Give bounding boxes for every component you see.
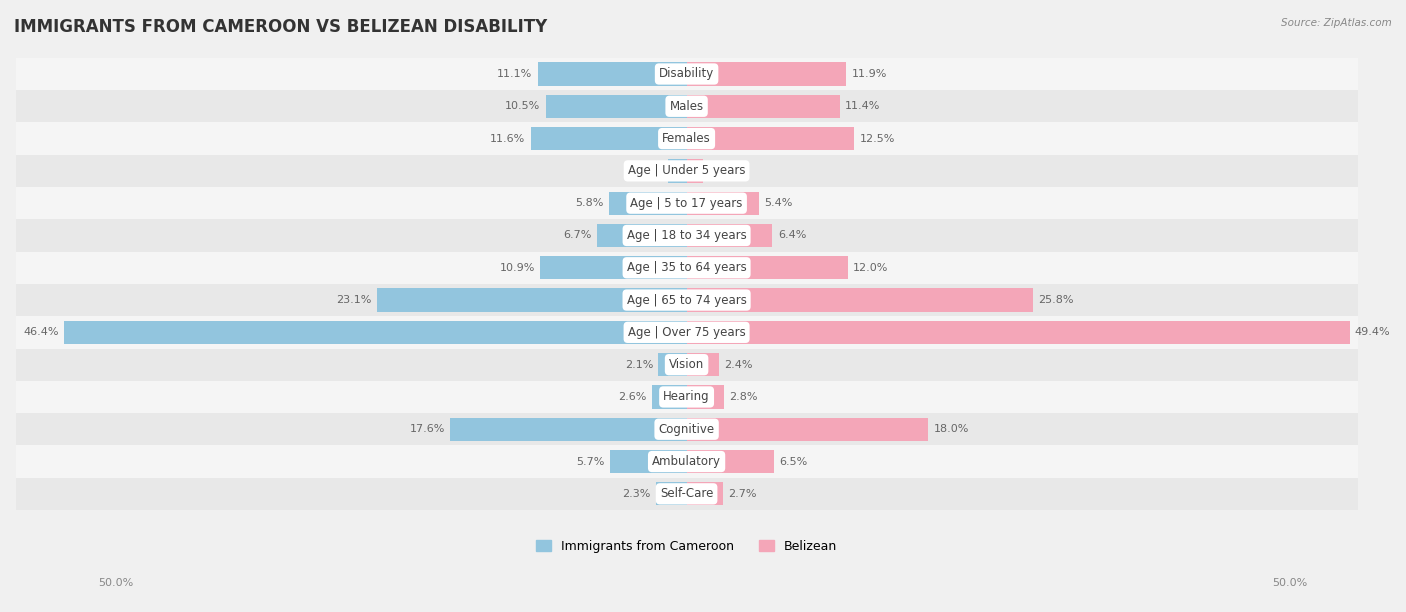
Bar (668, 159, 686, 182)
Bar (15, 58, 1358, 90)
Bar (686, 256, 848, 280)
Bar (15, 381, 1358, 413)
Text: 25.8%: 25.8% (1038, 295, 1074, 305)
Bar (15, 155, 1358, 187)
Bar (610, 450, 686, 473)
Text: 5.4%: 5.4% (765, 198, 793, 208)
Bar (15, 219, 1358, 252)
Text: 10.5%: 10.5% (505, 101, 540, 111)
Bar (686, 321, 1350, 344)
Text: 6.7%: 6.7% (562, 231, 592, 241)
Bar (531, 127, 686, 150)
Bar (596, 224, 686, 247)
Bar (686, 353, 718, 376)
Text: Males: Males (669, 100, 703, 113)
Text: 5.8%: 5.8% (575, 198, 603, 208)
Bar (15, 478, 1358, 510)
Text: 11.4%: 11.4% (845, 101, 880, 111)
Text: IMMIGRANTS FROM CAMEROON VS BELIZEAN DISABILITY: IMMIGRANTS FROM CAMEROON VS BELIZEAN DIS… (14, 18, 547, 36)
Bar (15, 413, 1358, 446)
Text: Ambulatory: Ambulatory (652, 455, 721, 468)
Bar (686, 288, 1033, 312)
Bar (15, 122, 1358, 155)
Bar (686, 95, 839, 118)
Bar (63, 321, 686, 344)
Text: 2.7%: 2.7% (728, 489, 756, 499)
Text: 49.4%: 49.4% (1355, 327, 1391, 337)
Text: 12.0%: 12.0% (853, 263, 889, 273)
Bar (686, 159, 703, 182)
Text: Age | 35 to 64 years: Age | 35 to 64 years (627, 261, 747, 274)
Bar (686, 482, 723, 506)
Bar (686, 224, 772, 247)
Text: 17.6%: 17.6% (409, 424, 446, 435)
Bar (686, 127, 855, 150)
Text: 50.0%: 50.0% (1272, 578, 1308, 588)
Text: Age | 5 to 17 years: Age | 5 to 17 years (630, 196, 742, 210)
Text: 12.5%: 12.5% (859, 133, 896, 144)
Bar (655, 482, 686, 506)
Text: Self-Care: Self-Care (659, 487, 713, 501)
Bar (686, 192, 759, 215)
Bar (15, 187, 1358, 219)
Text: Females: Females (662, 132, 711, 145)
Text: Age | 65 to 74 years: Age | 65 to 74 years (627, 294, 747, 307)
Text: 6.4%: 6.4% (778, 231, 806, 241)
Bar (652, 386, 686, 409)
Text: Source: ZipAtlas.com: Source: ZipAtlas.com (1281, 18, 1392, 28)
Text: Cognitive: Cognitive (658, 423, 714, 436)
Text: 6.5%: 6.5% (779, 457, 807, 466)
Text: 23.1%: 23.1% (336, 295, 371, 305)
Bar (15, 348, 1358, 381)
Text: 2.8%: 2.8% (730, 392, 758, 402)
Text: 11.1%: 11.1% (498, 69, 533, 79)
Text: 11.6%: 11.6% (491, 133, 526, 144)
Text: 1.2%: 1.2% (709, 166, 737, 176)
Text: 10.9%: 10.9% (499, 263, 534, 273)
Text: 50.0%: 50.0% (98, 578, 134, 588)
Text: 46.4%: 46.4% (22, 327, 59, 337)
Text: 2.6%: 2.6% (619, 392, 647, 402)
Bar (450, 417, 686, 441)
Bar (686, 62, 846, 86)
Bar (15, 90, 1358, 122)
Text: 1.4%: 1.4% (634, 166, 662, 176)
Bar (537, 62, 686, 86)
Text: 5.7%: 5.7% (576, 457, 605, 466)
Text: Hearing: Hearing (664, 390, 710, 403)
Text: 2.4%: 2.4% (724, 360, 752, 370)
Legend: Immigrants from Cameroon, Belizean: Immigrants from Cameroon, Belizean (531, 535, 842, 558)
Bar (609, 192, 686, 215)
Bar (15, 284, 1358, 316)
Bar (377, 288, 686, 312)
Bar (540, 256, 686, 280)
Bar (686, 417, 928, 441)
Bar (15, 316, 1358, 348)
Bar (15, 446, 1358, 478)
Bar (658, 353, 686, 376)
Text: 2.1%: 2.1% (624, 360, 652, 370)
Text: Vision: Vision (669, 358, 704, 371)
Text: 18.0%: 18.0% (934, 424, 969, 435)
Bar (686, 450, 773, 473)
Bar (15, 252, 1358, 284)
Text: Age | Under 5 years: Age | Under 5 years (628, 165, 745, 177)
Text: Disability: Disability (659, 67, 714, 81)
Text: Age | 18 to 34 years: Age | 18 to 34 years (627, 229, 747, 242)
Text: 11.9%: 11.9% (852, 69, 887, 79)
Bar (546, 95, 686, 118)
Bar (686, 386, 724, 409)
Text: 2.3%: 2.3% (621, 489, 651, 499)
Text: Age | Over 75 years: Age | Over 75 years (627, 326, 745, 339)
